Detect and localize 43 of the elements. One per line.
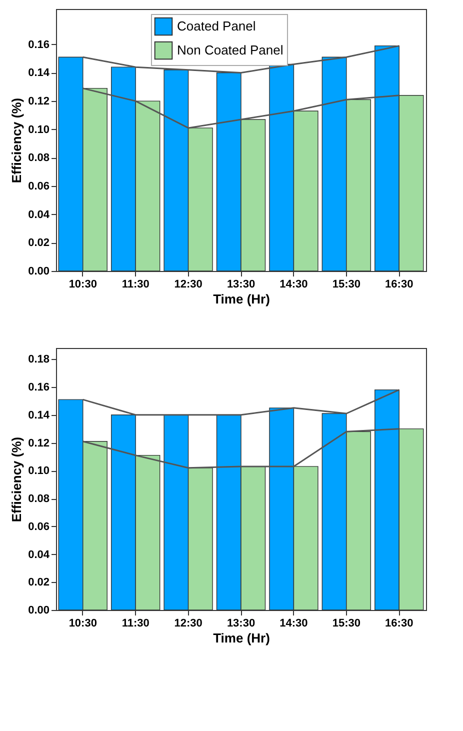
x-tick-label: 15:30 [332,278,360,290]
line-series [82,428,400,469]
y-tick-label: 0.16 [28,382,50,394]
x-axis-title: Time (Hr) [213,292,270,306]
y-tick-label: 0.00 [28,604,50,616]
y-tick-label: 0.14 [28,67,50,80]
x-tick-label: 12:30 [174,618,202,630]
y-tick-label: 0.04 [28,548,50,561]
x-axis-title: Time (Hr) [213,630,270,646]
y-tick-label: 0.10 [28,124,50,136]
y-tick-label: 0.02 [28,576,50,589]
y-axis-title: Efficiency (%) [9,436,24,522]
y-tick-label: 0.08 [28,493,50,506]
y-tick-label: 0.02 [28,237,50,250]
y-tick-label: 0.00 [28,266,50,278]
y-tick-label: 0.06 [28,180,50,193]
x-tick-label: 10:30 [68,278,97,290]
x-tick-label: 13:30 [226,278,256,290]
y-tick-label: 0.06 [28,520,50,533]
x-tick-label: 11:30 [122,618,150,630]
x-tick-label: 14:30 [280,618,308,630]
y-tick-label: 0.18 [28,354,50,366]
x-tick-label: 12:30 [174,278,202,290]
y-tick-label: 0.12 [28,437,50,450]
x-tick-label: 16:30 [385,278,414,290]
line-series [82,88,400,129]
y-tick-label: 0.10 [28,465,50,478]
y-tick-label: 0.12 [28,96,50,108]
legend-label: Coated Panel [177,18,256,34]
x-tick-label: 14:30 [280,278,308,290]
y-tick-label: 0.16 [28,38,50,51]
y-tick-label: 0.14 [28,409,50,422]
y-tick-label: 0.04 [28,208,50,221]
x-tick-label: 16:30 [385,618,414,630]
x-tick-label: 10:30 [68,618,97,630]
x-tick-label: 11:30 [122,278,150,290]
y-tick-label: 0.08 [28,152,50,164]
x-tick-label: 13:30 [226,618,256,630]
y-axis-title: Efficiency (%) [9,98,24,184]
legend-label: Non Coated Panel [177,42,284,58]
line-series [82,45,400,74]
line-series [82,389,400,416]
x-tick-label: 15:30 [332,618,360,630]
